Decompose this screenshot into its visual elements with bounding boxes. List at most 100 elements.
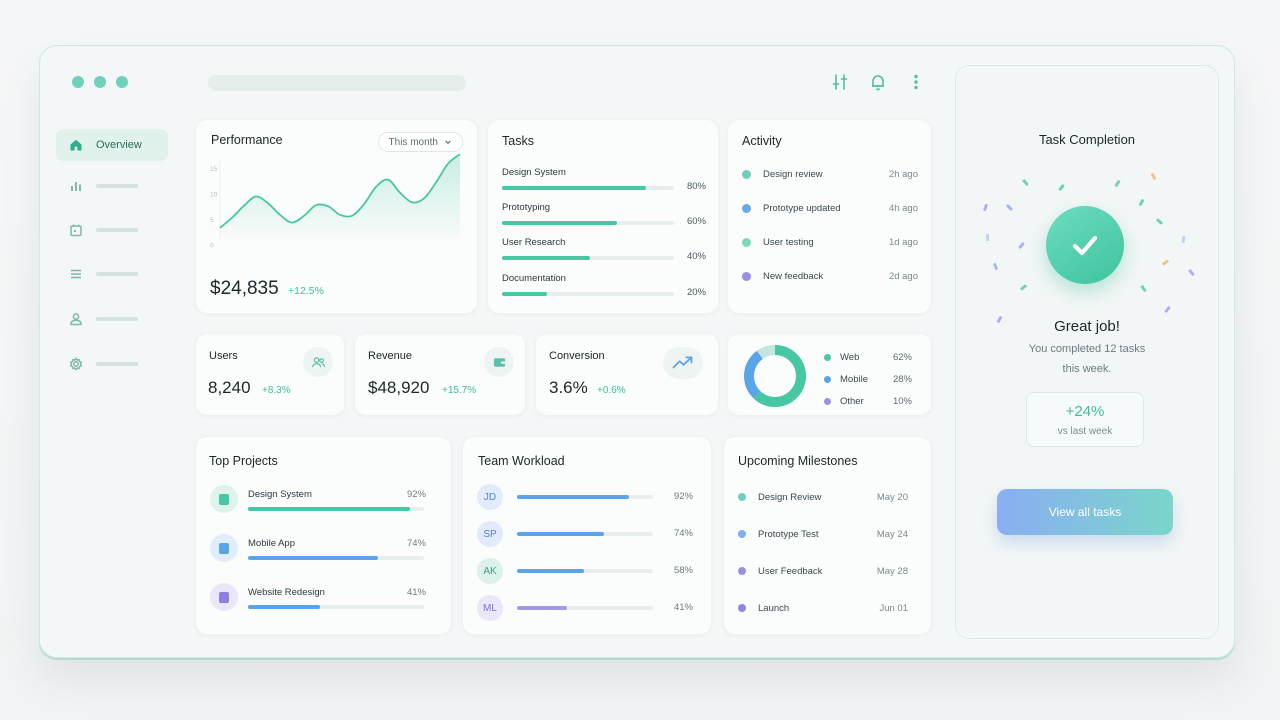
workload-row[interactable]: JD 92% <box>477 484 693 510</box>
activity-dot <box>742 237 751 247</box>
view-all-tasks-button[interactable]: View all tasks <box>997 489 1173 535</box>
briefcase-icon-glyph <box>219 591 229 603</box>
activity-item[interactable]: Prototype updated 4h ago <box>742 201 918 215</box>
sidebar-item-placeholder <box>96 317 138 321</box>
performance-point[interactable] <box>242 204 245 207</box>
sidebar-item-overview[interactable]: Overview <box>56 129 168 161</box>
window-dot[interactable] <box>72 76 84 88</box>
performance-point[interactable] <box>278 213 281 216</box>
workload-row[interactable]: AK 58% <box>477 558 693 584</box>
task-row[interactable]: Prototyping 60% <box>502 202 706 227</box>
performance-point[interactable] <box>398 191 401 194</box>
performance-point[interactable] <box>422 197 425 200</box>
performance-point[interactable] <box>266 202 269 205</box>
search-bar[interactable] <box>208 75 466 91</box>
milestone-item[interactable]: Prototype Test May 24 <box>738 528 908 540</box>
top-projects-title: Top Projects <box>209 454 278 468</box>
avatar: JD <box>477 484 503 510</box>
bell-icon[interactable] <box>868 72 888 92</box>
top-projects-card: Top Projects Design System 92% Mobile App 7… <box>195 436 452 635</box>
legend-value: 62% <box>892 351 912 363</box>
task-progress-fill <box>502 292 547 296</box>
sidebar-item-list[interactable] <box>56 258 168 290</box>
milestone-item[interactable]: Design Review May 20 <box>738 491 908 503</box>
legend-item: Other 10% <box>824 395 912 407</box>
confetti-piece <box>986 234 989 241</box>
completion-message-line1: You completed 12 tasks <box>1028 343 1146 355</box>
activity-label: Design review <box>763 168 823 180</box>
performance-point[interactable] <box>338 213 341 216</box>
task-progress-fill <box>502 256 590 260</box>
task-progress-track <box>502 186 674 190</box>
revenue-value: $48,920 <box>368 378 430 397</box>
performance-point[interactable] <box>314 204 317 207</box>
task-progress-fill <box>502 186 647 190</box>
milestones-card: Upcoming Milestones Design Review May 20 P… <box>723 436 932 635</box>
performance-point[interactable] <box>230 216 233 219</box>
activity-item[interactable]: New feedback 2d ago <box>742 269 918 283</box>
workload-progress-track <box>517 569 653 573</box>
performance-point[interactable] <box>362 203 365 206</box>
task-row[interactable]: Documentation 20% <box>502 273 706 298</box>
performance-point[interactable] <box>410 201 413 204</box>
conversion-delta: +0.6% <box>597 385 626 396</box>
sidebar-item-settings[interactable] <box>56 348 168 380</box>
period-dropdown[interactable]: This month <box>377 132 463 152</box>
performance-point[interactable] <box>326 205 329 208</box>
performance-point[interactable] <box>374 185 377 188</box>
performance-point[interactable] <box>386 178 389 181</box>
revenue-stat-card: Revenue $48,920 +15.7% <box>354 333 526 416</box>
task-completion-panel: Task Completion Great job! You completed… <box>955 65 1219 639</box>
performance-point[interactable] <box>302 214 305 217</box>
activity-time: 2h ago <box>888 168 918 180</box>
workload-row[interactable]: SP 74% <box>477 521 693 547</box>
home-icon <box>68 137 84 153</box>
milestone-label: Launch <box>758 602 790 614</box>
milestone-item[interactable]: User Feedback May 28 <box>738 565 908 577</box>
activity-item[interactable]: Design review 2h ago <box>742 167 918 181</box>
project-progress-fill <box>248 605 321 609</box>
briefcase-icon <box>210 583 238 611</box>
sidebar-item-label: Overview <box>96 139 142 151</box>
performance-point[interactable] <box>290 221 293 224</box>
donut-slice-other[interactable] <box>744 345 806 407</box>
traffic-source-card: Web 62% Mobile 28% Other 10% <box>727 333 932 416</box>
project-row[interactable]: Mobile App 74% <box>210 534 426 564</box>
y-tick-label: 0 <box>210 243 214 250</box>
project-percent: 92% <box>406 489 426 500</box>
sidebar-item-calendar[interactable] <box>56 214 168 246</box>
window-dot[interactable] <box>94 76 106 88</box>
project-row[interactable]: Website Redesign 41% <box>210 583 426 613</box>
confetti-piece <box>1005 203 1014 212</box>
phone-icon <box>210 534 238 562</box>
workload-percent: 58% <box>673 565 693 576</box>
sidebar-item-placeholder <box>96 228 138 232</box>
confetti-piece <box>1022 178 1029 187</box>
check-icon <box>1046 206 1124 284</box>
performance-point[interactable] <box>446 162 449 165</box>
growth-badge: +24% vs last week <box>1026 392 1144 447</box>
task-row[interactable]: Design System 80% <box>502 167 706 192</box>
more-vertical-icon[interactable] <box>906 72 926 92</box>
milestone-dot <box>738 567 746 575</box>
milestones-title: Upcoming Milestones <box>738 454 858 468</box>
revenue-delta: +15.7% <box>442 385 477 396</box>
task-row[interactable]: User Research 40% <box>502 237 706 262</box>
task-progress-track <box>502 221 674 225</box>
milestone-item[interactable]: Launch Jun 01 <box>738 602 908 614</box>
performance-point[interactable] <box>218 226 221 229</box>
task-name: Design System <box>502 167 566 178</box>
performance-point[interactable] <box>350 214 353 217</box>
sidebar-item-analytics[interactable] <box>56 170 168 202</box>
legend-item: Mobile 28% <box>824 373 912 385</box>
performance-point[interactable] <box>254 195 257 198</box>
performance-point[interactable] <box>458 152 461 155</box>
performance-point[interactable] <box>434 181 437 184</box>
project-row[interactable]: Design System 92% <box>210 485 426 515</box>
sliders-icon[interactable] <box>830 72 850 92</box>
sidebar-item-profile[interactable] <box>56 303 168 335</box>
activity-item[interactable]: User testing 1d ago <box>742 235 918 249</box>
workload-row[interactable]: ML 41% <box>477 595 693 621</box>
window-dot[interactable] <box>116 76 128 88</box>
donut-slice-mobile[interactable] <box>744 345 806 407</box>
